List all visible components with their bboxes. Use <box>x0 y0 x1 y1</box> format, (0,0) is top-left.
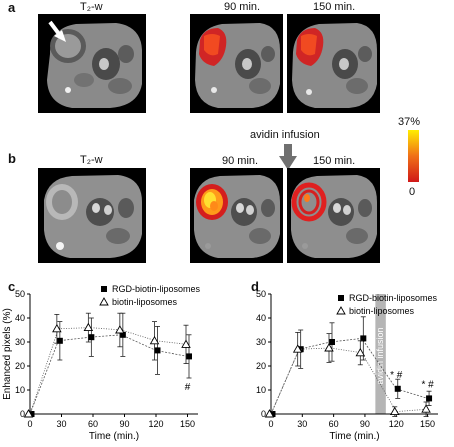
chart-d-xtick-label: 0 <box>268 419 273 429</box>
chart-d-xlabel: Time (min.) <box>329 431 379 442</box>
panel-a-label-t2w: T₂-w <box>80 1 103 13</box>
colorbar <box>408 130 419 182</box>
chart-d-point-square <box>297 346 304 353</box>
chart-d-ytick-label: 20 <box>256 361 266 371</box>
chart-d-point-square <box>328 339 335 345</box>
chart-d-ytick-label: 30 <box>256 337 266 347</box>
chart-d-point-triangle <box>355 347 366 357</box>
chart-c-ytick-label: 10 <box>15 385 25 395</box>
panel-b-label-150min: 150 min. <box>313 155 356 167</box>
chart-c-point-square <box>28 411 35 417</box>
chart-d-legend-marker-square <box>338 295 344 301</box>
chart-c-ytick-label: 30 <box>15 337 25 347</box>
chart-d-point-square <box>426 395 433 402</box>
chart-c-xtick-label: 120 <box>148 419 163 429</box>
mri-b-90min <box>190 168 283 263</box>
chart-c-xtick-label: 90 <box>119 419 129 429</box>
chart-c-point-square <box>119 331 126 338</box>
chart-d-svg: avidin infusion 0 10 20 30 40 50 0 30 60 90 120 150 T… <box>256 289 438 442</box>
chart-c-xtick-label: 150 <box>180 419 195 429</box>
chart-d-point-square <box>360 335 367 342</box>
down-arrow-icon <box>279 144 297 175</box>
mri-a-t2w <box>38 14 146 113</box>
chart-d-ytick-label: 10 <box>256 385 266 395</box>
mri-b-t2w <box>38 168 146 263</box>
chart-c-ylabel: Enhanced pixels (%) <box>2 308 13 400</box>
chart-c-ytick-label: 50 <box>15 289 25 299</box>
mri-a-150min <box>287 14 380 113</box>
chart-d-band-label: avidin infusion <box>375 327 385 384</box>
panel-a-label-90min: 90 min. <box>224 1 261 13</box>
chart-d-point-triangle <box>421 404 431 413</box>
chart-d-annotation: * # <box>421 380 434 391</box>
chart-c-point-square <box>88 334 95 341</box>
chart-d-legend-marker-triangle <box>336 306 346 315</box>
panel-b-letter: b <box>8 151 16 166</box>
chart-c-point-triangle <box>23 409 34 418</box>
chart-d-legend-label: RGD-biotin-liposomes <box>349 293 438 303</box>
chart-d-point-square <box>394 385 401 392</box>
chart-c-point-square <box>186 353 192 360</box>
chart-c-ytick-label: 20 <box>15 361 25 371</box>
chart-c-svg: 0 10 20 30 40 50 0 30 60 90 120 150 Time (min.) Enhan… <box>2 284 201 442</box>
chart-c-point-triangle <box>149 335 160 345</box>
chart-d-point-triangle <box>292 344 303 353</box>
chart-d-point-square <box>269 411 276 417</box>
chart-c-point-square <box>154 347 161 354</box>
chart-d-xtick-label: 90 <box>360 419 370 429</box>
chart-c-legend-label: biotin-liposomes <box>112 297 178 307</box>
chart-c-ytick-label: 0 <box>20 409 25 419</box>
chart-d: avidin infusion 0 10 20 30 40 50 0 30 60 90 120 150 T… <box>243 276 454 442</box>
chart-c: 0 10 20 30 40 50 0 30 60 90 120 150 Time (min.) Enhan… <box>0 276 225 442</box>
chart-c-legend-marker-square <box>101 286 107 292</box>
chart-c-point-triangle <box>52 323 62 333</box>
panel-b-label-t2w: T₂-w <box>80 154 103 166</box>
chart-d-xtick-label: 150 <box>420 419 435 429</box>
panel-a-label-150min: 150 min. <box>313 1 356 13</box>
panel-c-letter: c <box>8 279 16 294</box>
chart-d-point-triangle <box>264 409 275 418</box>
panel-b-label-90min: 90 min. <box>222 155 259 167</box>
chart-c-xtick-label: 60 <box>88 419 98 429</box>
chart-d-ytick-label: 0 <box>261 409 266 419</box>
chart-c-legend-marker-triangle <box>99 297 109 306</box>
chart-d-point-triangle <box>324 343 334 352</box>
chart-d-point-triangle <box>389 406 400 416</box>
chart-c-xtick-label: 30 <box>56 419 66 429</box>
mri-a-90min <box>190 14 283 113</box>
colorbar-min-label: 0 <box>409 186 416 198</box>
chart-c-point-square <box>56 337 63 344</box>
chart-d-ytick-label: 50 <box>256 289 266 299</box>
chart-d-annotation: * # <box>390 370 403 381</box>
chart-d-band <box>375 294 386 414</box>
chart-c-annotation: # <box>185 382 191 393</box>
avidin-infusion-label: avidin infusion <box>250 129 320 141</box>
chart-c-xlabel: Time (min.) <box>89 431 139 442</box>
chart-c-point-triangle <box>83 322 94 332</box>
chart-c-series-line <box>29 334 188 415</box>
chart-d-series-line <box>270 337 428 415</box>
chart-d-ytick-label: 40 <box>256 313 266 323</box>
chart-c-xtick-label: 0 <box>27 419 32 429</box>
chart-d-xtick-label: 120 <box>389 419 404 429</box>
white-arrow-icon <box>48 20 66 42</box>
panel-a-letter: a <box>8 0 16 15</box>
chart-d-series-line <box>270 347 428 415</box>
panel-d-letter: d <box>251 279 259 294</box>
chart-d-legend-label: biotin-liposomes <box>349 306 415 316</box>
colorbar-max-label: 37% <box>398 116 421 128</box>
chart-c-ytick-label: 40 <box>15 313 25 323</box>
chart-c-series-line <box>29 327 188 415</box>
chart-c-point-triangle <box>115 325 125 334</box>
chart-d-xtick-label: 30 <box>297 419 307 429</box>
mri-b-150min <box>287 168 380 263</box>
chart-d-xtick-label: 60 <box>329 419 339 429</box>
chart-c-point-triangle <box>181 339 191 348</box>
chart-c-legend-label: RGD-biotin-liposomes <box>112 284 201 294</box>
